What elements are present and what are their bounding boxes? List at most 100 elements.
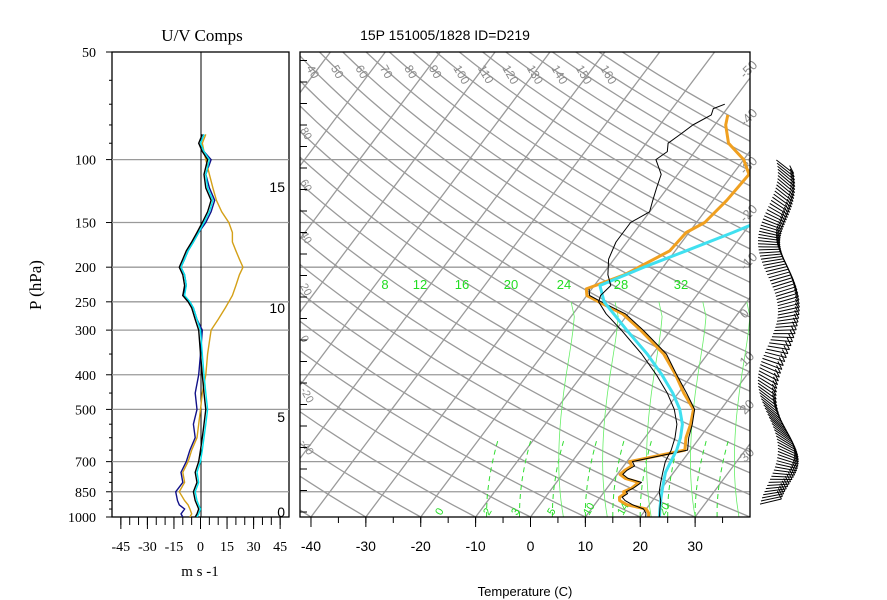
wind-barb-flag: [789, 329, 795, 338]
isotherm-line: [639, 369, 750, 517]
wind-barb: [761, 398, 779, 414]
wind-barb-flag: [786, 473, 792, 483]
wind-barb: [764, 263, 787, 269]
wind-barb-flag: [790, 184, 795, 193]
uv-x-tick-label: -30: [138, 540, 157, 555]
isotherm-line: [529, 223, 750, 517]
wind-barb: [773, 193, 792, 208]
dry-adiabat: [300, 291, 696, 517]
isotherm-line: [749, 515, 750, 517]
wind-barb-flag: [790, 178, 796, 187]
wind-barb-flag: [772, 394, 777, 403]
uv-series-line: [180, 134, 214, 517]
wind-barb-flag: [776, 227, 782, 237]
wind-barb-flag: [790, 325, 796, 334]
wind-barb: [771, 277, 793, 285]
mixing-ratio-line: [584, 437, 598, 517]
wind-barb-flag: [781, 211, 787, 221]
dry-adiabat: [300, 349, 586, 517]
wind-barb-flag: [790, 181, 796, 190]
isotherm-line: [300, 52, 386, 167]
dry-adiabat: [552, 52, 750, 172]
adiabat-label: 10: [736, 348, 757, 369]
wind-barb-flag: [794, 295, 800, 304]
isotherm-label: 110: [475, 63, 497, 87]
wind-barb: [777, 296, 799, 304]
isotherm-label: 130: [524, 63, 546, 88]
wind-barb-flag: [776, 365, 782, 374]
wind-barb-flag: [790, 175, 796, 184]
wind-barb-flag: [779, 216, 785, 225]
wind-barb-flag: [794, 302, 800, 311]
wind-barb: [759, 253, 782, 257]
wind-barb-flag: [785, 204, 790, 213]
wind-barb: [773, 283, 796, 291]
temp-tick-label: -10: [465, 538, 485, 554]
wind-barb-flag: [780, 214, 786, 223]
wind-barb: [768, 271, 790, 279]
wind-barb-flag: [793, 313, 799, 323]
wind-barb: [773, 469, 796, 474]
mixing-ratio-label: 8: [381, 277, 388, 292]
wind-barb-flag: [783, 345, 789, 354]
wind-barb-flag: [793, 285, 799, 294]
sounding-line: [588, 288, 696, 517]
wind-barb-flag: [792, 460, 798, 469]
dry-adiabat: [435, 52, 750, 250]
mixing-ratio-line: [551, 437, 565, 517]
wind-barb-flag: [778, 357, 784, 366]
temperature-tick-labels: -40 -30 -20 -10 0 10 20 30: [301, 517, 724, 554]
wind-barb-flag: [787, 471, 793, 480]
p-axis-label: P (hPa): [26, 260, 45, 310]
moist-adiabat: [734, 301, 750, 517]
wind-barb: [760, 255, 783, 260]
adiabat-label: -10: [736, 249, 760, 273]
wind-barb-flag: [794, 288, 799, 297]
adiabat-label: -40: [736, 105, 760, 129]
wind-barb: [761, 221, 783, 230]
isotherm-line: [860, 52, 887, 517]
wind-barb: [760, 364, 781, 374]
left-curve-label: 80: [297, 126, 314, 143]
dry-adiabat: [482, 52, 750, 218]
wind-barb: [775, 325, 798, 328]
wind-barb: [774, 466, 797, 472]
dry-adiabat: [300, 236, 750, 496]
wind-barb-flag: [776, 241, 782, 250]
mixing-ratio-lines: [486, 301, 750, 517]
temp-tick-label: 20: [632, 538, 648, 554]
isotherm-label: 150: [573, 63, 595, 88]
wind-barb-flag: [771, 387, 777, 396]
moist-label: 0: [433, 506, 446, 517]
skewt-background-labels: 40 50 60 70 80 90 100 110 120 130 140 150 160 -50-40-…: [297, 57, 760, 517]
wind-barb-flag: [788, 333, 793, 342]
isotherm-label: 120: [499, 63, 521, 88]
wind-barb-flag: [785, 341, 790, 350]
wind-barb: [759, 498, 782, 505]
dry-adiabat: [598, 52, 750, 142]
temp-tick-label: 30: [687, 538, 703, 554]
skewt-series: [584, 103, 750, 517]
dry-adiabat: [300, 509, 312, 517]
wind-barb-flag: [793, 458, 799, 467]
wind-barb-flag: [772, 383, 777, 393]
p-tick-label: 500: [75, 403, 96, 418]
mixing-ratio-label: 24: [557, 277, 571, 292]
temp-tick-label: -30: [356, 538, 376, 554]
mixing-ratio-line: [612, 437, 626, 517]
wind-barb: [774, 190, 793, 205]
isotherm-line: [300, 52, 496, 314]
wind-barb-flag: [784, 206, 789, 216]
wind-barb: [777, 444, 798, 456]
wind-barb-flag: [775, 232, 781, 241]
isotherm-line: [300, 52, 441, 241]
isotherm-label: 90: [426, 63, 445, 82]
wind-barb: [769, 274, 792, 282]
wind-barb: [772, 426, 792, 440]
wind-barb: [775, 289, 798, 297]
uv-series-line: [178, 134, 212, 517]
wind-barb-flag: [775, 234, 781, 243]
p-tick-label: 50: [82, 46, 96, 61]
wind-barb-flag: [793, 455, 799, 465]
isotherm-line: [584, 296, 750, 517]
